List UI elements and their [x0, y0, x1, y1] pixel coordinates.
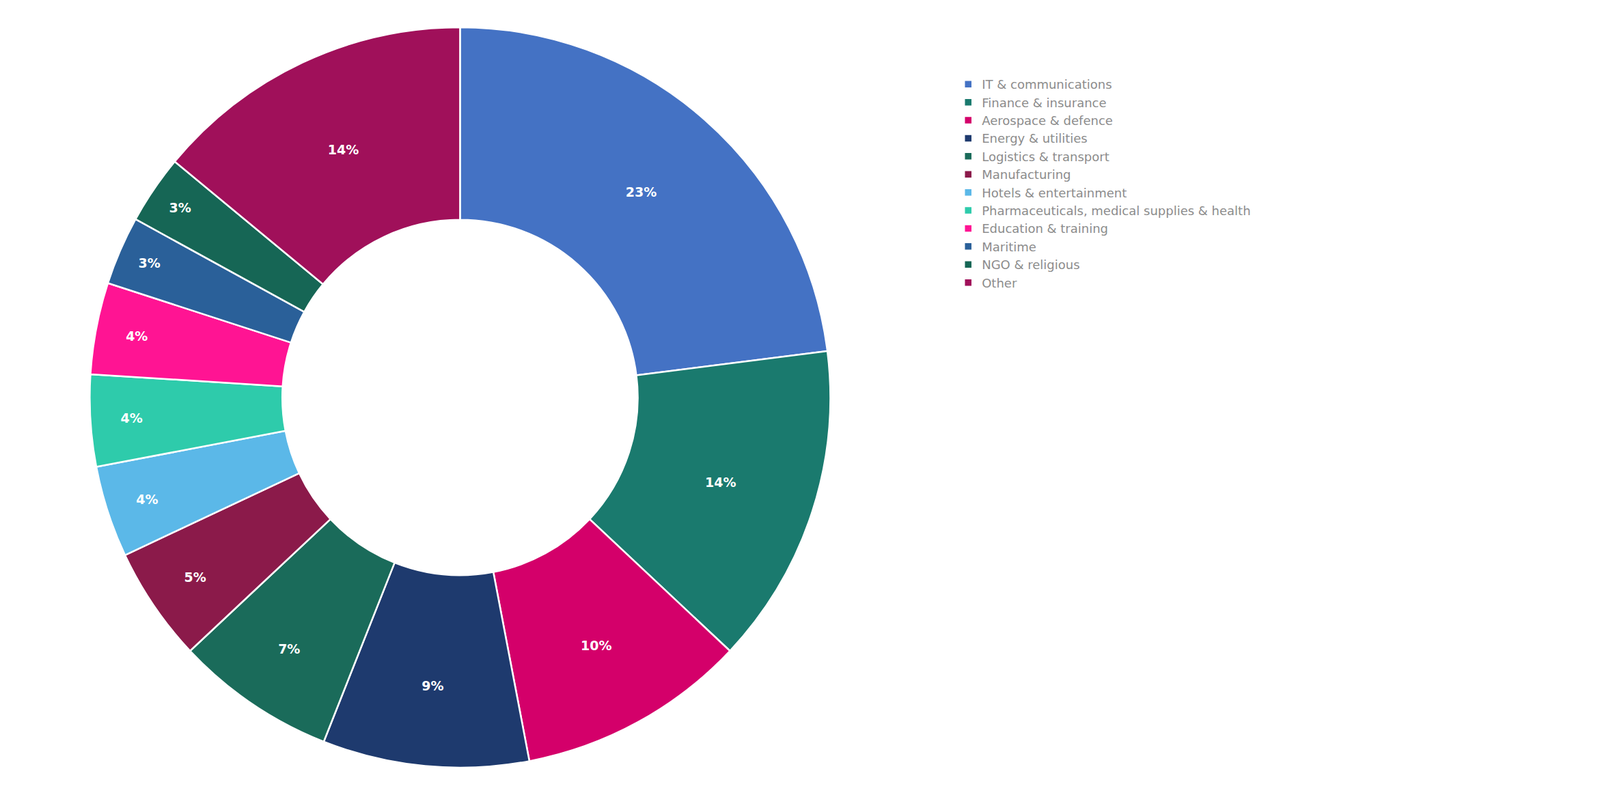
- svg-text:14%: 14%: [327, 142, 359, 158]
- svg-text:5%: 5%: [184, 569, 207, 585]
- svg-text:Other: Other: [981, 276, 1018, 291]
- svg-text:Hotels & entertainment: Hotels & entertainment: [981, 185, 1127, 201]
- svg-text:7%: 7%: [278, 641, 300, 657]
- svg-text:14%: 14%: [705, 474, 736, 490]
- svg-text:Aerospace & defence: Aerospace & defence: [981, 113, 1113, 128]
- svg-text:3%: 3%: [138, 255, 161, 271]
- svg-text:10%: 10%: [580, 638, 612, 654]
- svg-text:NGO & religious: NGO & religious: [981, 257, 1080, 272]
- svg-text:4%: 4%: [135, 491, 158, 507]
- svg-text:Maritime: Maritime: [981, 239, 1037, 255]
- svg-text:3%: 3%: [169, 200, 192, 216]
- svg-text:Manufacturing: Manufacturing: [981, 167, 1071, 182]
- svg-text:Logistics & transport: Logistics & transport: [981, 149, 1110, 164]
- svg-text:Education & training: Education & training: [981, 221, 1109, 236]
- svg-text:Energy & utilities: Energy & utilities: [981, 131, 1087, 146]
- svg-text:23%: 23%: [625, 184, 657, 200]
- svg-text:4%: 4%: [120, 410, 143, 426]
- svg-text:4%: 4%: [125, 328, 148, 344]
- svg-text:Finance & insurance: Finance & insurance: [981, 95, 1107, 110]
- svg-text:Pharmaceuticals, medical suppl: Pharmaceuticals, medical supplies & heal…: [981, 203, 1251, 218]
- svg-text:9%: 9%: [421, 678, 444, 694]
- svg-text:IT & communications: IT & communications: [981, 77, 1112, 92]
